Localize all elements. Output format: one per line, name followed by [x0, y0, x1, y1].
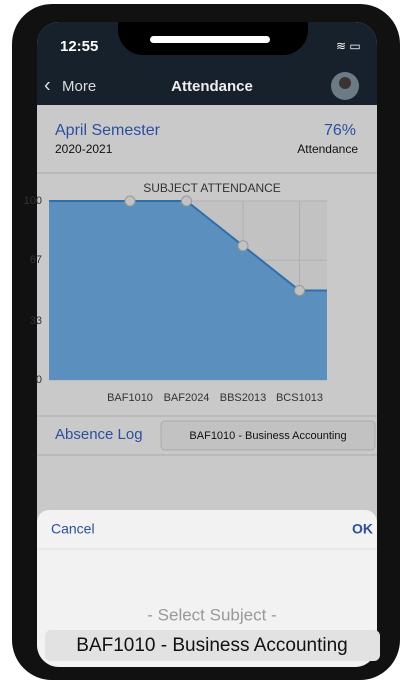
y-tick-label: 67 — [30, 254, 42, 266]
avatar-face — [339, 77, 351, 89]
ok-button[interactable]: OK — [352, 521, 373, 537]
point — [295, 286, 305, 296]
cancel-button[interactable]: Cancel — [51, 521, 95, 537]
x-tick-label: BAF1010 — [107, 392, 153, 404]
point — [182, 196, 192, 206]
chart: SUBJECT ATTENDANCE 0 33 67 100 BAF1010 BAF2024… — [24, 181, 327, 404]
y-tick-label: 0 — [36, 374, 42, 386]
point — [238, 241, 248, 251]
home-pill — [150, 36, 270, 43]
year: 2020-2021 — [55, 142, 113, 156]
semester: April Semester — [55, 122, 161, 139]
y-tick-label: 100 — [24, 195, 42, 207]
y-tick-label: 33 — [30, 315, 42, 327]
subject-select-text[interactable]: BAF1010 - Business Accounting — [189, 430, 346, 442]
area-edge — [300, 291, 328, 381]
picker-option-selected[interactable]: BAF1010 - Business Accounting — [76, 635, 347, 656]
screen: 12:55 ≋ ▭ ‹ More Attendance April Semest… — [0, 0, 411, 682]
back-button[interactable]: More — [62, 78, 96, 95]
nav-title: Attendance — [171, 78, 253, 95]
chart-title: SUBJECT ATTENDANCE — [143, 181, 281, 195]
x-tick-label: BAF2024 — [164, 392, 210, 404]
attendance-label: Attendance — [297, 142, 358, 156]
x-tick-label: BCS1013 — [276, 392, 323, 404]
clock: 12:55 — [60, 38, 98, 55]
area-edge — [49, 201, 130, 380]
absence-label: Absence Log — [55, 426, 143, 443]
point — [125, 196, 135, 206]
status-icons: ≋ ▭ — [336, 39, 361, 53]
picker-option[interactable]: - Select Subject - — [147, 605, 276, 624]
back-chevron[interactable]: ‹ — [44, 74, 51, 96]
x-tick-label: BBS2013 — [220, 392, 266, 404]
attendance-percent: 76% — [324, 122, 356, 139]
